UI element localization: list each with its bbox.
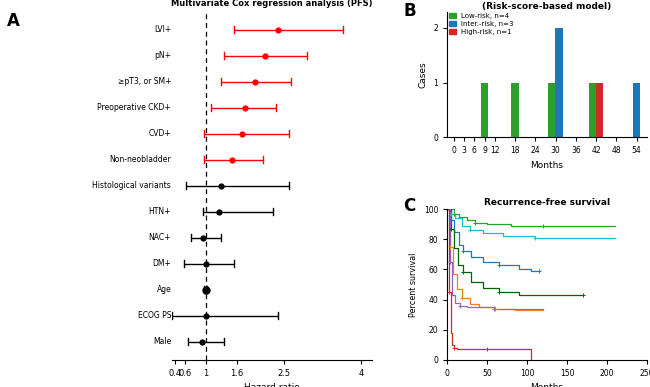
Text: ≥pT3, or SM+: ≥pT3, or SM+ bbox=[118, 77, 171, 86]
Bar bbox=[549, 83, 556, 137]
Title: Detection failure
(Risk-score-based model): Detection failure (Risk-score-based mode… bbox=[482, 0, 612, 11]
Legend: Score 0, n=136, Score 1, n=136, Score 2, n=118, Score 3, n=84, Score 4, n=56, Sc: Score 0, n=136, Score 1, n=136, Score 2,… bbox=[649, 209, 650, 264]
Y-axis label: Cases: Cases bbox=[419, 61, 428, 88]
Title: Recurrence-free survival: Recurrence-free survival bbox=[484, 198, 610, 207]
Bar bbox=[589, 83, 597, 137]
X-axis label: Months: Months bbox=[530, 384, 564, 387]
Bar bbox=[512, 83, 519, 137]
Legend: Low-risk, n=4, Inter.-risk, n=3, High-risk, n=1: Low-risk, n=4, Inter.-risk, n=3, High-ri… bbox=[448, 12, 514, 35]
Text: CVD+: CVD+ bbox=[148, 129, 171, 138]
Text: A: A bbox=[6, 12, 20, 30]
Text: HTN+: HTN+ bbox=[149, 207, 171, 216]
Text: Age: Age bbox=[157, 285, 171, 294]
Text: B: B bbox=[404, 2, 416, 20]
Text: Male: Male bbox=[153, 337, 171, 346]
Text: Histological variants: Histological variants bbox=[92, 181, 171, 190]
X-axis label: Hazard ratio: Hazard ratio bbox=[244, 384, 300, 387]
Text: Preoperative CKD+: Preoperative CKD+ bbox=[98, 103, 171, 112]
Text: ECOG PS: ECOG PS bbox=[138, 311, 171, 320]
Bar bbox=[595, 83, 603, 137]
Bar bbox=[481, 83, 488, 137]
Text: C: C bbox=[404, 197, 416, 215]
Text: Non-neobladder: Non-neobladder bbox=[110, 155, 171, 164]
Text: DM+: DM+ bbox=[152, 259, 171, 268]
Text: NAC+: NAC+ bbox=[149, 233, 171, 242]
Y-axis label: Percent survival: Percent survival bbox=[410, 252, 419, 317]
Bar bbox=[633, 83, 640, 137]
X-axis label: Months: Months bbox=[530, 161, 564, 170]
Title: Multivariate Cox regression analysis (PFS): Multivariate Cox regression analysis (PF… bbox=[171, 0, 372, 8]
Text: pN+: pN+ bbox=[154, 51, 171, 60]
Text: LVI+: LVI+ bbox=[154, 25, 171, 34]
Bar bbox=[555, 28, 563, 137]
